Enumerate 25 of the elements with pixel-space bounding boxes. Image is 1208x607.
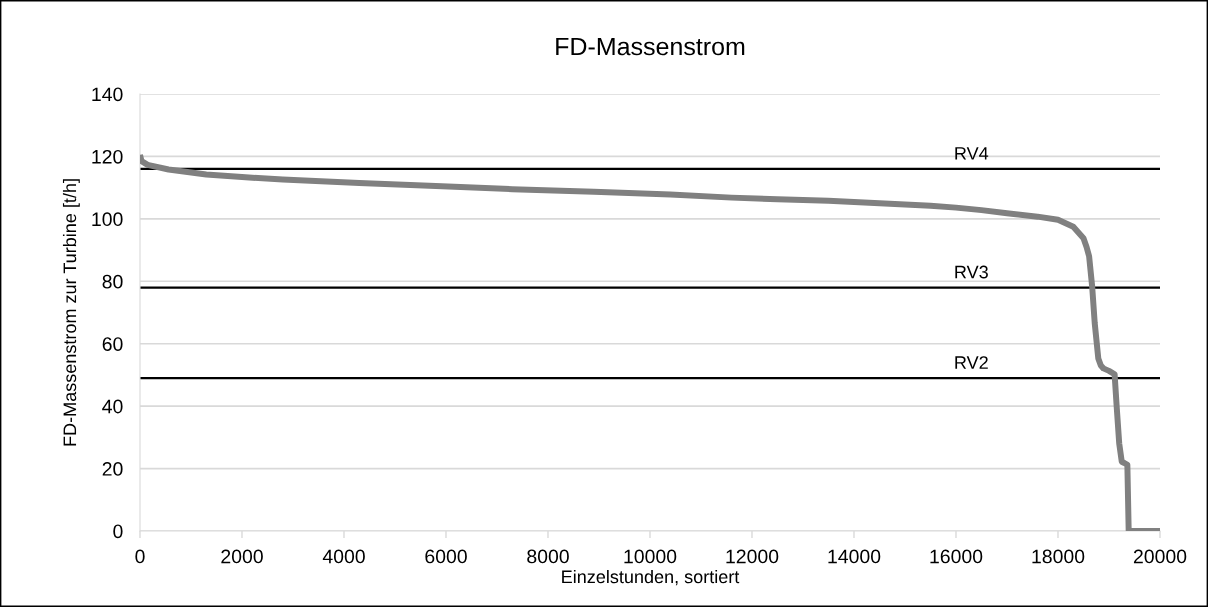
- y-tick-label: 100: [92, 212, 123, 227]
- x-tick-label: 6000: [425, 549, 467, 564]
- x-tick-label: 18000: [1032, 549, 1085, 564]
- x-tick-label: 10000: [624, 549, 677, 564]
- x-tick-label: 4000: [322, 549, 365, 564]
- x-tick-label: 12000: [726, 549, 779, 564]
- ref-line-label: RV2: [955, 356, 988, 369]
- chart-title: FD-Massenstrom: [556, 37, 745, 56]
- x-axis-title: Einzelstunden, sortiert: [562, 569, 740, 586]
- x-tick-label: 14000: [828, 549, 881, 564]
- y-tick-label: 20: [102, 462, 123, 476]
- y-tick-label: 0: [113, 524, 123, 539]
- ref-line-label: RV3: [955, 265, 988, 279]
- y-tick-label: 140: [92, 87, 123, 102]
- x-tick-label: 2000: [221, 549, 263, 564]
- x-tick-label: 0: [135, 549, 145, 564]
- x-tick-label: 20000: [1133, 549, 1187, 564]
- ref-line-label: RV4: [955, 147, 989, 160]
- y-tick-label: 80: [102, 274, 123, 289]
- y-tick-label: 120: [92, 149, 123, 164]
- x-tick-label: 16000: [930, 549, 983, 564]
- y-tick-label: 40: [102, 399, 123, 414]
- y-tick-label: 60: [102, 337, 123, 351]
- x-tick-label: 8000: [527, 549, 569, 564]
- y-axis-title: FD-Massenstrom zur Turbine [t/h]: [62, 179, 80, 446]
